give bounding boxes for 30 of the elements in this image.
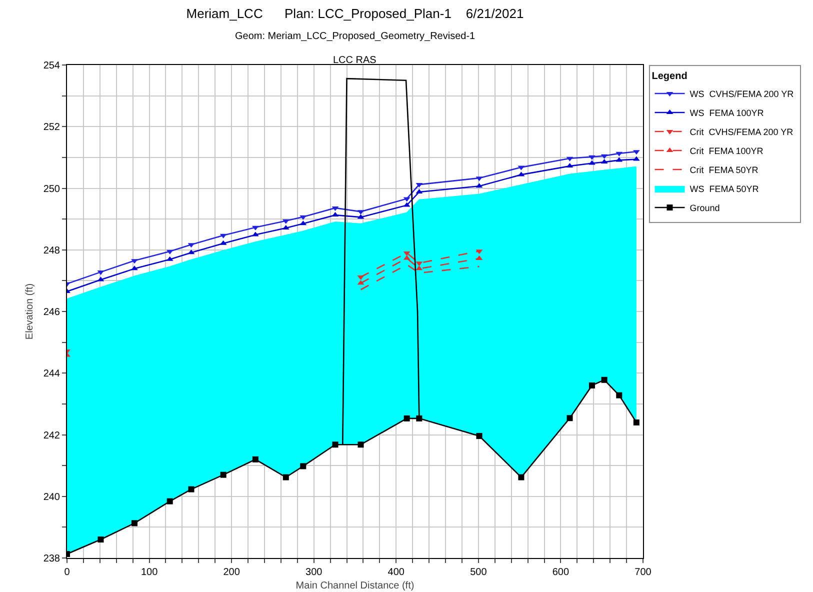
legend-label: Crit FEMA 100YR — [690, 146, 764, 156]
legend-title: Legend — [652, 71, 688, 82]
legend-label: WS FEMA 50YR — [690, 184, 760, 194]
y-tick-label: 242 — [43, 430, 60, 442]
y-tick-label: 240 — [43, 492, 60, 503]
x-tick-label: 400 — [388, 567, 405, 578]
y-axis-title: Elevation (ft) — [24, 283, 36, 340]
legend-label: Crit CVHS/FEMA 200 YR — [690, 127, 794, 138]
x-axis-title: Main Channel Distance (ft) — [296, 580, 414, 592]
x-tick-label: 600 — [552, 567, 570, 578]
annotation: LCC RAS — [333, 55, 377, 66]
legend-label: Ground — [690, 203, 720, 214]
y-tick-label: 248 — [43, 245, 60, 256]
legend-label: Crit FEMA 50YR — [690, 165, 759, 176]
x-tick-label: 200 — [223, 567, 240, 578]
x-tick-label: 300 — [306, 567, 323, 578]
x-tick-label: 500 — [470, 567, 488, 578]
y-tick-label: 238 — [43, 554, 60, 564]
y-tick-label: 244 — [43, 368, 60, 380]
y-tick-label: 246 — [43, 307, 60, 318]
y-tick-label: 252 — [43, 122, 60, 134]
legend-label: WS CVHS/FEMA 200 YR — [690, 89, 794, 100]
x-tick-label: 0 — [64, 567, 70, 578]
chart-title: Meriam_LCC Plan: LCC_Proposed_Plan-1 6/21/2021 — [186, 6, 524, 21]
y-tick-label: 254 — [43, 60, 60, 72]
y-tick-label: 250 — [43, 184, 60, 195]
legend-label: WS FEMA 100YR — [690, 108, 764, 118]
x-tick-label: 100 — [140, 567, 158, 578]
x-tick-label: 700 — [634, 567, 652, 578]
chart-subtitle: Geom: Meriam_LCC_Proposed_Geometry_Revised-1 — [235, 31, 476, 42]
